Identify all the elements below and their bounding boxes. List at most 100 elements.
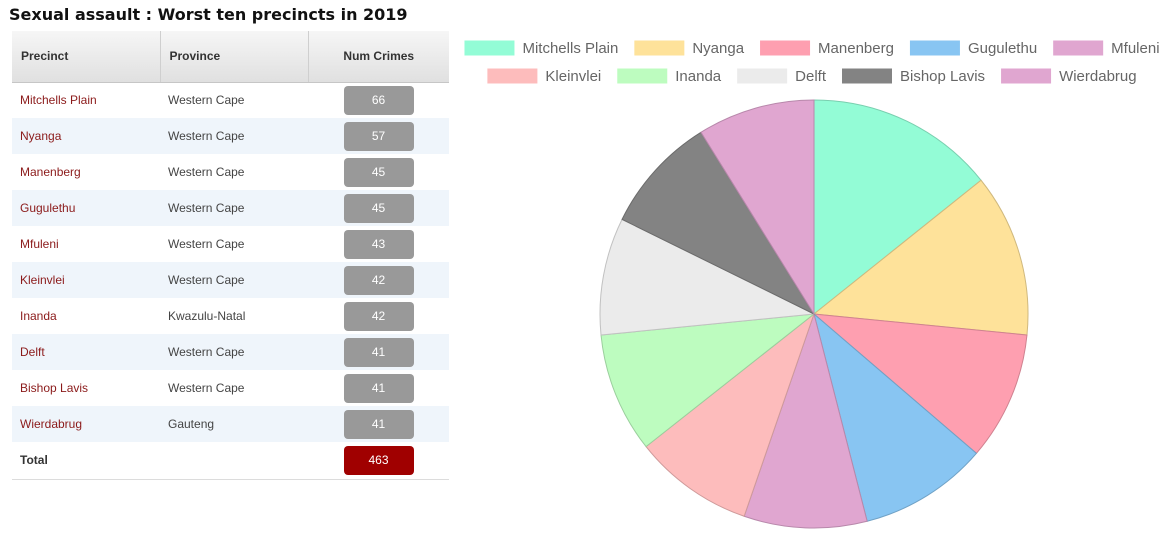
num-crimes-badge: 43	[343, 229, 414, 259]
num-cell: 66	[308, 82, 449, 118]
num-cell: 42	[308, 298, 449, 334]
precinct-cell: Wierdabrug	[12, 406, 160, 442]
precinct-cell: Manenberg	[20, 165, 81, 179]
num-cell: 41	[308, 334, 449, 370]
legend-label: Inanda	[675, 68, 722, 85]
table-row: Delft Western Cape 41	[12, 334, 449, 370]
num-cell: 57	[308, 118, 449, 154]
num-crimes-badge: 57	[343, 121, 414, 151]
precinct-cell: Gugulethu	[12, 190, 160, 226]
legend-item-bishop-lavis[interactable]: Bishop Lavis	[842, 68, 985, 85]
legend-label: Delft	[795, 68, 827, 85]
legend-item-wierdabrug[interactable]: Wierdabrug	[1001, 68, 1137, 85]
table-row: Nyanga Western Cape 57	[12, 118, 449, 154]
table-row: Manenberg Western Cape 45	[12, 154, 449, 190]
province-cell: Western Cape	[160, 262, 308, 298]
province-cell: Western Cape	[168, 93, 245, 108]
legend-label: Mitchells Plain	[522, 40, 618, 57]
total-num-cell: 463	[308, 442, 449, 480]
province-cell: Western Cape	[160, 334, 308, 370]
precinct-cell: Inanda	[20, 309, 57, 323]
precinct-cell: Bishop Lavis	[20, 381, 89, 395]
legend-label: Wierdabrug	[1059, 68, 1137, 85]
province-cell: Western Cape	[168, 381, 245, 395]
legend-item-manenberg[interactable]: Manenberg	[760, 40, 894, 57]
legend-swatch	[909, 40, 960, 56]
legend-swatch	[1053, 40, 1104, 56]
total-label: Total	[12, 442, 160, 480]
legend-label: Manenberg	[818, 40, 894, 57]
num-crimes-badge: 66	[343, 85, 414, 115]
num-crimes-badge: 41	[343, 373, 414, 403]
province-cell: Western Cape	[168, 165, 245, 179]
header-precinct[interactable]: Precinct	[12, 31, 161, 83]
pie-slice-wierdabrug[interactable]	[700, 99, 815, 316]
legend-item-kleinvlei[interactable]: Kleinvlei	[487, 68, 601, 85]
num-cell: 41	[308, 406, 449, 442]
table-row: Mfuleni Western Cape 43	[12, 226, 449, 262]
precinct-cell: Delft	[12, 334, 160, 370]
pie-chart-svg: Mitchells Plain Nyanga Manenberg Gugulethu M…	[464, 40, 1160, 529]
legend-swatch	[1001, 68, 1052, 84]
table-row: Bishop Lavis Western Cape 41	[12, 370, 449, 406]
num-crimes-badge: 41	[343, 337, 414, 367]
total-empty-cell	[160, 442, 308, 480]
precinct-cell: Kleinvlei	[12, 262, 160, 298]
table-header-row: Precinct Province Num Crimes	[12, 31, 449, 83]
num-cell: 45	[308, 154, 449, 190]
num-cell: 45	[308, 190, 449, 226]
province-cell: Western Cape	[160, 118, 308, 154]
legend-item-inanda[interactable]: Inanda	[617, 68, 722, 85]
legend-item-nyanga[interactable]: Nyanga	[634, 40, 745, 57]
legend-label: Nyanga	[692, 40, 744, 57]
pie-slice-mitchells-plain[interactable]	[813, 99, 982, 316]
num-cell: 41	[308, 370, 449, 406]
province-cell: Western Cape	[168, 237, 245, 251]
num-crimes-badge: 42	[343, 301, 414, 331]
total-row: Total 463	[12, 442, 449, 480]
legend-label: Bishop Lavis	[900, 68, 985, 85]
legend-item-delft[interactable]: Delft	[737, 68, 827, 85]
legend-swatch	[634, 40, 685, 56]
pie-slice-mfuleni[interactable]	[743, 312, 868, 529]
pie-slice-delft[interactable]	[599, 218, 816, 336]
pie-slices	[599, 99, 1029, 529]
chart-legend: Mitchells Plain Nyanga Manenberg Gugulethu M…	[464, 40, 1160, 85]
num-cell: 43	[308, 226, 449, 262]
province-cell: Kwazulu-Natal	[168, 309, 246, 323]
pie-slice-nyanga[interactable]	[812, 179, 1029, 336]
pie-slice-inanda[interactable]	[600, 313, 816, 448]
table-row: Wierdabrug Gauteng 41	[12, 406, 449, 442]
table-row: Kleinvlei Western Cape 42	[12, 262, 449, 298]
num-crimes-badge: 45	[343, 193, 414, 223]
legend-item-mitchells-plain[interactable]: Mitchells Plain	[464, 40, 618, 57]
pie-chart: Mitchells Plain Nyanga Manenberg Gugulethu M…	[455, 30, 1169, 535]
header-province[interactable]: Province	[160, 31, 309, 83]
legend-swatch	[737, 68, 788, 84]
legend-label: Gugulethu	[968, 40, 1037, 57]
legend-swatch	[842, 68, 892, 84]
header-num-crimes[interactable]: Num Crimes	[308, 31, 449, 83]
legend-item-gugulethu[interactable]: Gugulethu	[909, 40, 1037, 57]
legend-swatch	[760, 40, 811, 56]
precinct-table: Precinct Province Num Crimes Mitchells P…	[12, 31, 449, 480]
total-badge: 463	[343, 445, 414, 475]
num-crimes-badge: 45	[343, 157, 414, 187]
pie-slice-manenberg[interactable]	[812, 313, 1028, 455]
precinct-cell: Nyanga	[12, 118, 160, 154]
legend-label: Mfuleni	[1111, 40, 1159, 57]
num-crimes-badge: 41	[343, 409, 414, 439]
table-row: Gugulethu Western Cape 45	[12, 190, 449, 226]
province-cell: Gauteng	[160, 406, 308, 442]
num-cell: 42	[308, 262, 449, 298]
precinct-cell: Mfuleni	[20, 237, 59, 251]
pie-slice-gugulethu[interactable]	[813, 312, 978, 522]
province-cell: Western Cape	[160, 190, 308, 226]
legend-item-mfuleni[interactable]: Mfuleni	[1053, 40, 1160, 57]
pie-slice-kleinvlei[interactable]	[645, 312, 816, 517]
num-crimes-badge: 42	[343, 265, 414, 295]
precinct-cell: Mitchells Plain	[20, 93, 97, 108]
legend-swatch	[487, 68, 538, 84]
pie-slice-bishop-lavis[interactable]	[621, 131, 816, 316]
legend-label: Kleinvlei	[545, 68, 601, 85]
